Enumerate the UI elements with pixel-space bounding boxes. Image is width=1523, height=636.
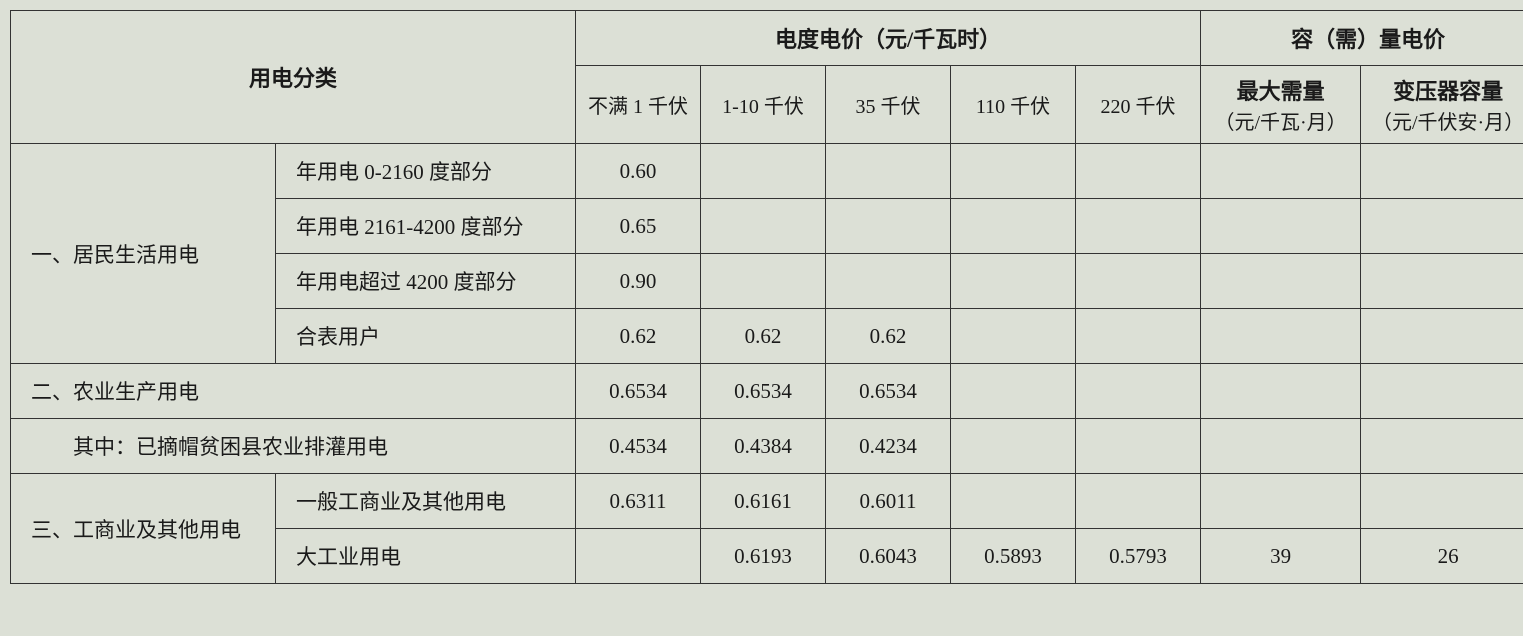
val: [1361, 254, 1523, 309]
val: [951, 364, 1076, 419]
val: [951, 199, 1076, 254]
val: 0.62: [826, 309, 951, 364]
hdr-demand: 最大需量 （元/千瓦·月）: [1201, 66, 1361, 144]
val: [826, 144, 951, 199]
val: [1076, 474, 1201, 529]
val: [951, 309, 1076, 364]
val: [1361, 144, 1523, 199]
val: [951, 419, 1076, 474]
val: 0.62: [576, 309, 701, 364]
val: 0.6193: [701, 529, 826, 584]
cat-commercial: 三、工商业及其他用电: [11, 474, 276, 584]
hdr-v2: 1-10 千伏: [701, 66, 826, 144]
val: 0.60: [576, 144, 701, 199]
val: 0.90: [576, 254, 701, 309]
val: [1201, 144, 1361, 199]
cat-agriculture-poverty: 其中：已摘帽贫困县农业排灌用电: [11, 419, 576, 474]
hdr-transformer-label: 变压器容量: [1367, 74, 1523, 106]
header-row-1: 用电分类 电度电价（元/千瓦时） 容（需）量电价: [11, 11, 1523, 66]
val: [1076, 199, 1201, 254]
cat-residential: 一、居民生活用电: [11, 144, 276, 364]
row-agriculture: 二、农业生产用电 0.6534 0.6534 0.6534: [11, 364, 1523, 419]
hdr-capacity-price: 容（需）量电价: [1201, 11, 1523, 66]
val: 0.4234: [826, 419, 951, 474]
val: 0.6534: [826, 364, 951, 419]
val: [951, 254, 1076, 309]
val: [1201, 254, 1361, 309]
val: [826, 254, 951, 309]
val: [1361, 419, 1523, 474]
val: [1361, 309, 1523, 364]
val: 39: [1201, 529, 1361, 584]
electricity-tariff-table: 用电分类 电度电价（元/千瓦时） 容（需）量电价 不满 1 千伏 1-10 千伏…: [10, 10, 1523, 584]
row-residential-tier1: 一、居民生活用电 年用电 0-2160 度部分 0.60: [11, 144, 1523, 199]
val: [1201, 364, 1361, 419]
val: 0.5893: [951, 529, 1076, 584]
sub-tier2: 年用电 2161-4200 度部分: [276, 199, 576, 254]
val: [701, 144, 826, 199]
val: 0.6043: [826, 529, 951, 584]
val: 0.4534: [576, 419, 701, 474]
val: [1076, 364, 1201, 419]
val: 0.6311: [576, 474, 701, 529]
val: 0.6534: [701, 364, 826, 419]
val: [1201, 309, 1361, 364]
hdr-v5: 220 千伏: [1076, 66, 1201, 144]
val: [1201, 474, 1361, 529]
row-agriculture-poverty: 其中：已摘帽贫困县农业排灌用电 0.4534 0.4384 0.4234: [11, 419, 1523, 474]
hdr-v3: 35 千伏: [826, 66, 951, 144]
val: [951, 474, 1076, 529]
hdr-v1: 不满 1 千伏: [576, 66, 701, 144]
cat-agriculture: 二、农业生产用电: [11, 364, 576, 419]
hdr-v4: 110 千伏: [951, 66, 1076, 144]
val: [1361, 199, 1523, 254]
val: [1201, 199, 1361, 254]
val: 0.6534: [576, 364, 701, 419]
val: 0.5793: [1076, 529, 1201, 584]
hdr-energy-price: 电度电价（元/千瓦时）: [576, 11, 1201, 66]
hdr-demand-label: 最大需量: [1207, 74, 1354, 106]
val: 0.65: [576, 199, 701, 254]
val: [1076, 254, 1201, 309]
hdr-transformer-unit: （元/千伏安·月）: [1367, 106, 1523, 135]
hdr-transformer: 变压器容量 （元/千伏安·月）: [1361, 66, 1523, 144]
val: [1361, 474, 1523, 529]
val: [1201, 419, 1361, 474]
val: [701, 254, 826, 309]
val: [1076, 309, 1201, 364]
val: [1076, 144, 1201, 199]
sub-combined: 合表用户: [276, 309, 576, 364]
val: [576, 529, 701, 584]
sub-large-industry: 大工业用电: [276, 529, 576, 584]
hdr-category: 用电分类: [11, 11, 576, 144]
val: 0.6161: [701, 474, 826, 529]
sub-general-commercial: 一般工商业及其他用电: [276, 474, 576, 529]
val: 26: [1361, 529, 1523, 584]
val: 0.6011: [826, 474, 951, 529]
row-commercial-general: 三、工商业及其他用电 一般工商业及其他用电 0.6311 0.6161 0.60…: [11, 474, 1523, 529]
sub-tier3: 年用电超过 4200 度部分: [276, 254, 576, 309]
sub-tier1: 年用电 0-2160 度部分: [276, 144, 576, 199]
val: [1361, 364, 1523, 419]
val: 0.4384: [701, 419, 826, 474]
val: [826, 199, 951, 254]
val: [1076, 419, 1201, 474]
val: 0.62: [701, 309, 826, 364]
val: [951, 144, 1076, 199]
hdr-demand-unit: （元/千瓦·月）: [1207, 106, 1354, 135]
val: [701, 199, 826, 254]
